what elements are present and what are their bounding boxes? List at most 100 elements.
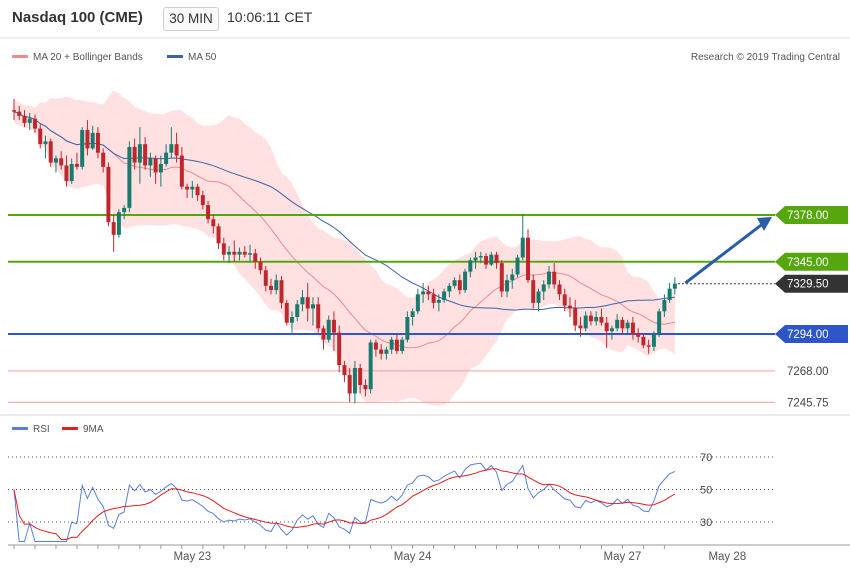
candle-body [615,319,620,329]
timeframe-selector[interactable]: 30 MIN [163,7,219,31]
candle-body [620,319,625,329]
candle [137,127,142,184]
candle [59,151,64,170]
candle-body [583,315,588,329]
candle [211,215,216,234]
candle-body [253,253,258,262]
candle [400,336,405,354]
candle [363,379,368,397]
candle-body [447,285,452,292]
candle-body [258,261,263,271]
candle [206,200,211,224]
candle [531,274,536,309]
candle [17,105,22,121]
candle [248,244,253,262]
candle-body [410,311,415,317]
price-level-labels: 7378.00 7345.00 7329.50 7294.00 7268.00 7245.… [775,206,848,412]
candle [195,183,200,201]
candle-body [463,271,468,291]
candle-body [536,291,541,303]
candle-body [274,280,279,291]
candle-body [657,311,662,334]
level-7294-00-tag [775,325,848,343]
candle [179,147,184,190]
instrument-title: Nasdaq 100 (CME) [12,9,143,26]
candle [95,127,100,159]
candle [153,155,158,184]
candle [337,325,342,373]
candle [578,317,583,337]
ma9-legend-swatch [62,427,78,430]
candle [80,127,85,170]
candle [625,319,630,334]
candle-body [310,304,315,309]
candle-body [190,186,195,190]
candle [426,285,431,300]
candle-body [421,291,426,295]
candle-body [59,158,64,166]
level-7268-00-label: 7268.00 [787,366,829,378]
candle [641,334,646,349]
candle-body [358,368,363,385]
candle-body [347,375,352,394]
candle [489,251,494,266]
candle-body [80,130,85,167]
level-7345-00-label: 7345.00 [787,257,829,269]
candle-body [505,280,510,292]
candle [526,229,531,283]
candle [662,294,667,317]
candle [347,368,352,402]
candle [615,314,620,332]
candle-body [588,315,593,322]
candle [447,283,452,298]
candle [237,247,242,261]
candle [436,294,441,312]
timestamp: 10:06:11 CET [227,9,313,25]
candle [358,363,363,394]
rsi-legend: RSI 9MA [12,424,104,435]
candle [499,260,504,298]
candle [463,268,468,293]
x-axis-labels: May 23 May 24 May 27 May 28 [13,545,746,563]
candle-body [331,319,336,333]
candle [494,251,499,269]
candle [594,311,599,326]
candle-body [27,118,32,123]
candle-body [400,339,405,351]
candle [258,257,263,275]
candle-body [431,294,436,303]
candle [342,360,347,383]
candle [468,257,473,278]
candle [64,155,69,187]
candle [200,190,205,210]
candle-body [573,308,578,326]
candle-body [484,256,489,265]
candle-body [672,283,677,289]
candle-body [279,280,284,303]
candle-body [127,147,132,208]
candle [478,251,483,264]
candle [27,113,32,130]
level-7345-00-tag [775,252,848,271]
forecast-arrow [684,217,772,285]
candle [321,325,326,350]
candle [457,274,462,295]
ma50-legend-label: MA 50 [188,52,217,63]
candle-body [541,284,546,292]
candle-body [379,349,384,354]
candle [326,315,331,343]
candle [127,141,132,213]
level-7329-50-label: 7329.50 [787,279,829,291]
candle-body [562,294,567,306]
candle-body [95,132,100,153]
candle [232,240,237,262]
candle [405,311,410,343]
rsi-tick-70: 70 [700,452,712,464]
candle [169,127,174,159]
candle [484,253,489,269]
candle-body [630,322,635,334]
candle-body [436,300,441,303]
candle-body [510,274,515,281]
candle [657,308,662,337]
